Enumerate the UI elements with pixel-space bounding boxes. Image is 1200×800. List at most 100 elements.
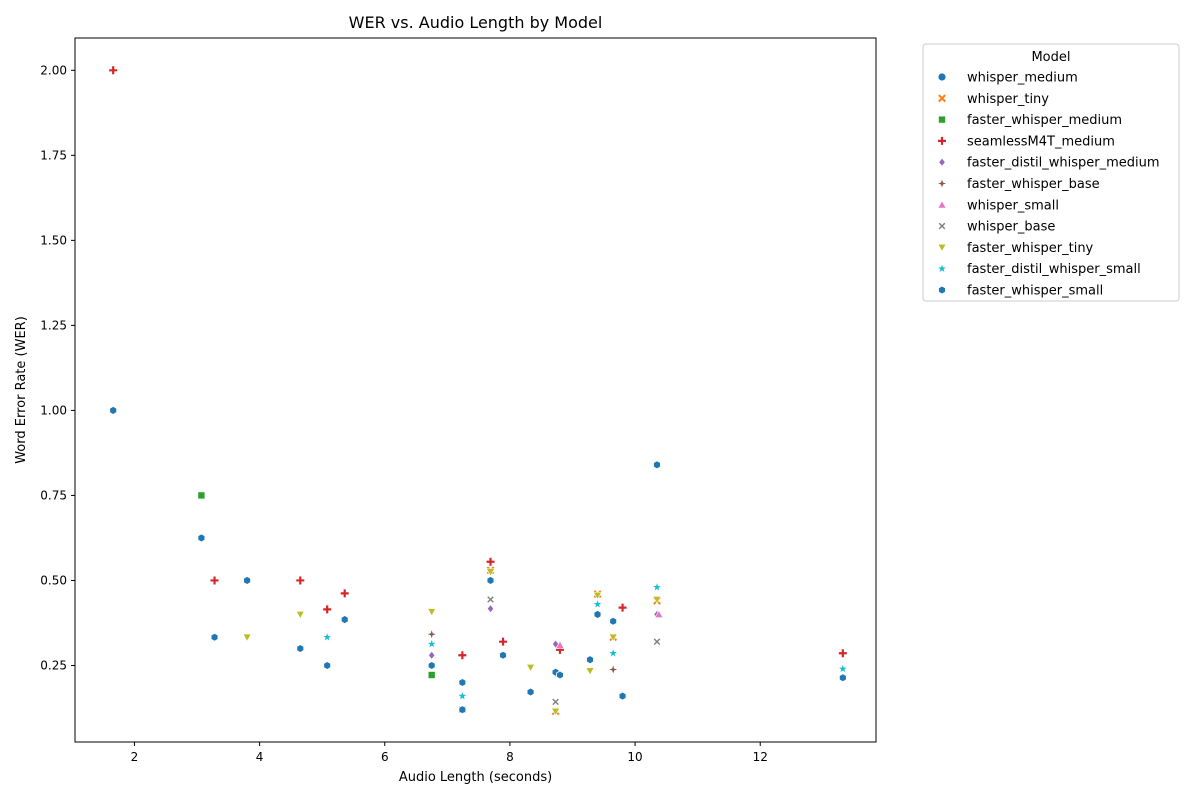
data-point	[197, 491, 206, 500]
data-point	[109, 66, 118, 75]
data-point	[593, 600, 602, 608]
data-point	[428, 650, 436, 660]
data-point	[486, 568, 496, 577]
legend-item: faster_whisper_medium	[938, 113, 1122, 128]
series-whisper-tiny	[486, 566, 661, 716]
data-point	[586, 655, 594, 665]
data-point	[197, 533, 206, 543]
legend-item: faster_whisper_small	[938, 284, 1103, 299]
series-whisper-medium	[108, 406, 848, 701]
legend-marker	[937, 200, 947, 209]
legend-marker	[938, 264, 946, 272]
data-point	[556, 670, 564, 680]
legend-marker	[938, 285, 946, 295]
data-point	[427, 671, 436, 679]
data-point	[652, 595, 662, 605]
series-faster-whisper-small	[109, 405, 847, 715]
data-point	[839, 664, 847, 673]
series-faster-whisper-medium	[197, 491, 467, 714]
data-point	[555, 640, 565, 649]
legend-item: seamlessM4T_medium	[938, 134, 1115, 149]
legend-item: whisper_small	[937, 198, 1059, 213]
x-tick-label: 2	[131, 750, 139, 764]
data-point	[458, 651, 467, 660]
legend-label: faster_whisper_small	[967, 284, 1103, 299]
data-point	[487, 596, 494, 603]
data-point	[427, 661, 436, 670]
data-point	[593, 609, 602, 619]
legend-label: whisper_tiny	[967, 92, 1049, 107]
data-point	[609, 616, 618, 626]
series-whisper-small	[555, 609, 664, 649]
legend-marker	[937, 72, 947, 82]
data-point	[427, 630, 436, 639]
data-point	[323, 661, 332, 670]
data-point	[618, 603, 627, 612]
data-point	[499, 650, 507, 660]
data-point	[242, 633, 252, 642]
data-point	[486, 557, 495, 566]
data-point	[427, 640, 436, 648]
y-tick-label: 1.00	[40, 403, 67, 417]
legend-item: faster_distil_whisper_small	[938, 262, 1141, 277]
legend-frame	[922, 43, 1180, 302]
series-faster-distil-whisper-medium	[428, 604, 661, 660]
data-point	[552, 698, 559, 706]
plot-frame	[74, 37, 877, 743]
legend-item: whisper_medium	[937, 71, 1078, 86]
data-points	[108, 66, 848, 717]
data-point	[458, 705, 467, 715]
data-point	[243, 575, 251, 585]
data-point	[609, 665, 618, 674]
data-point	[323, 605, 332, 614]
legend-label: faster_whisper_medium	[967, 113, 1122, 128]
x-axis-label: Audio Length (seconds)	[399, 770, 552, 785]
legend-marker	[937, 243, 947, 253]
series-faster-whisper-tiny	[242, 568, 662, 717]
x-tick-label: 6	[381, 750, 389, 764]
y-tick-label: 0.25	[40, 658, 67, 672]
legend-item: faster_whisper_base	[938, 177, 1100, 192]
data-point	[499, 637, 508, 646]
legend-label: faster_whisper_tiny	[967, 241, 1094, 256]
data-point	[653, 460, 661, 470]
data-point	[486, 575, 495, 585]
data-point	[526, 687, 535, 697]
legend-items: whisper_medium whisper_tiny faster_whisper…	[937, 71, 1160, 299]
y-tick-label: 2.00	[40, 63, 67, 77]
data-point	[458, 678, 467, 687]
legend-item: faster_distil_whisper_medium	[938, 156, 1160, 171]
y-tick-label: 1.25	[40, 318, 67, 332]
x-tick-label: 12	[753, 750, 768, 764]
x-axis: 2 4 6 8 10 12	[131, 742, 768, 764]
legend-marker	[938, 94, 946, 103]
legend-marker	[938, 222, 946, 230]
legend-marker	[938, 136, 946, 145]
data-point	[653, 638, 661, 645]
data-point	[838, 649, 847, 658]
series-faster-distil-whisper-small	[323, 583, 847, 700]
data-point	[551, 707, 561, 717]
data-point	[340, 589, 349, 598]
data-point	[618, 691, 627, 701]
y-axis: 0.25 0.50 0.75 1.00 1.25 1.50 1.75 2.00	[40, 63, 75, 672]
data-point	[552, 639, 560, 649]
legend-marker	[938, 115, 946, 124]
y-tick-label: 0.50	[40, 573, 67, 587]
x-tick-label: 10	[627, 750, 642, 764]
legend-label: whisper_small	[967, 198, 1059, 213]
data-point	[654, 609, 664, 618]
legend-label: faster_whisper_base	[967, 177, 1100, 192]
data-point	[296, 576, 305, 585]
data-point	[608, 633, 618, 642]
legend-label: whisper_base	[967, 220, 1055, 235]
x-tick-label: 4	[256, 750, 264, 764]
data-point	[458, 692, 467, 700]
data-point	[340, 615, 349, 625]
data-point	[295, 610, 305, 620]
y-axis-label: Word Error Rate (WER)	[14, 316, 29, 464]
data-point	[526, 664, 536, 673]
data-point	[210, 632, 219, 642]
data-point	[585, 667, 595, 676]
legend-label: whisper_medium	[967, 71, 1078, 86]
